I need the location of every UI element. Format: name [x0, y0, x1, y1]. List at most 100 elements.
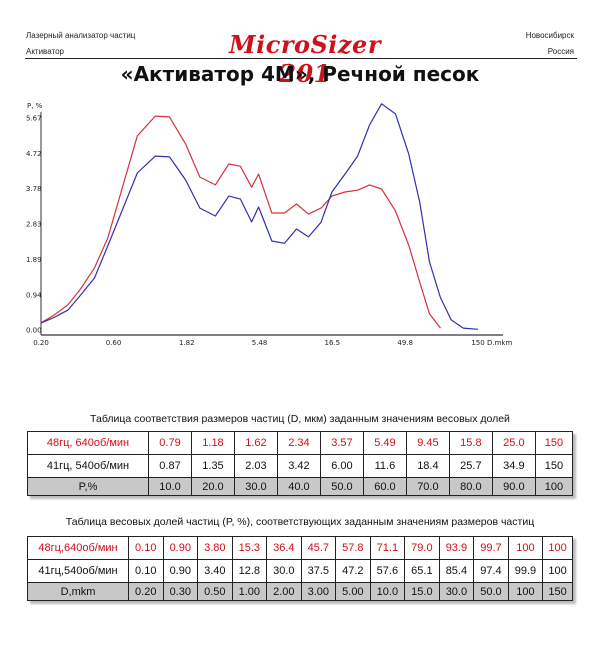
x-tick-label: 0.20	[33, 339, 49, 347]
footer-cell: 2.00	[266, 582, 302, 601]
table-cell: 0.10	[128, 536, 164, 560]
footer-cell: 10.0	[148, 477, 192, 496]
table-row: 41гц,540об/мин 0.10 0.90 3.40 12.8 30.0 37.5 47…	[27, 559, 573, 583]
footer-cell: 30.0	[233, 477, 278, 496]
table-row: 48гц, 640об/мин 0.79 1.18 1.62 2.34 3.57 5.49 9…	[27, 431, 574, 455]
x-tick-label: 16.5	[324, 339, 340, 347]
table-cell: 57.8	[335, 536, 371, 560]
row-label: 41гц,540об/мин	[27, 559, 129, 583]
series-line-red	[40, 115, 441, 329]
table-cell: 150	[534, 454, 574, 478]
footer-cell: 10.0	[369, 582, 406, 601]
table-cell: 30.0	[266, 559, 302, 583]
country-label: Россия	[547, 47, 574, 56]
table-cell: 3.57	[319, 431, 364, 455]
table-cell: 5.49	[362, 431, 407, 455]
table-cell: 97.4	[473, 559, 509, 583]
table-footer-row: P,% 10.0 20.0 30.0 40.0 50.0 60.0 70.0 80.0 90.0 1…	[27, 477, 574, 496]
row-label: 48гц, 640об/мин	[27, 431, 149, 455]
footer-cell: 50.0	[319, 477, 364, 496]
row-label: 48гц,640об/мин	[27, 536, 129, 560]
table-cell: 12.8	[231, 559, 268, 583]
y-tick-label: 0.94	[26, 291, 42, 299]
device-label: Активатор	[26, 47, 64, 56]
y-tick-label: 3.78	[26, 185, 42, 193]
table-row: 48гц,640об/мин 0.10 0.90 3.80 15.3 36.4 45.7 57…	[27, 536, 573, 560]
table-cell: 25.0	[491, 431, 536, 455]
footer-cell: 0.30	[162, 582, 199, 601]
footer-cell: 30.0	[438, 582, 475, 601]
table-cell: 6.00	[319, 454, 364, 478]
footer-label: D,mkm	[27, 582, 129, 601]
table-cell: 79.0	[404, 536, 440, 560]
table-cell: 1.62	[233, 431, 278, 455]
header-right: Новосибирск Россия	[526, 28, 574, 60]
instrument-label: Лазерный анализатор частиц	[26, 31, 136, 40]
table-cell: 99.7	[473, 536, 509, 560]
table-cell: 0.90	[162, 536, 199, 560]
table-cell: 45.7	[300, 536, 337, 560]
footer-cell: 100	[534, 477, 574, 496]
table-cell: 57.6	[369, 559, 406, 583]
footer-cell: 150	[542, 582, 573, 601]
fraction-by-size-table: 48гц,640об/мин 0.10 0.90 3.80 15.3 36.4 45.7 57…	[27, 536, 573, 601]
table-cell: 18.4	[405, 454, 450, 478]
size-by-fraction-table: 48гц, 640об/мин 0.79 1.18 1.62 2.34 3.57 5.49 9…	[27, 431, 574, 496]
table1-caption: Таблица соответствия размеров частиц (D,…	[90, 413, 510, 425]
row-label: 41гц, 540об/мин	[27, 454, 149, 478]
header-left: Лазерный анализатор частиц Активатор	[26, 28, 135, 60]
chart-canvas: 0.00 0.94 1.89 2.83 3.78 4.72 5.67 P, % 0.20 0.60…	[26, 102, 512, 347]
y-tick-label: 1.89	[26, 256, 42, 264]
y-tick-label: 4.72	[26, 150, 42, 158]
table-cell: 1.35	[190, 454, 235, 478]
y-tick-label: 2.83	[26, 221, 42, 229]
table-cell: 71.1	[369, 536, 406, 560]
footer-cell: 0.50	[197, 582, 233, 601]
table-cell: 85.4	[438, 559, 475, 583]
footer-cell: 1.00	[231, 582, 268, 601]
y-tick-label: 0.00	[26, 327, 42, 335]
table-footer-row: D,mkm 0.20 0.30 0.50 1.00 2.00 3.00 5.00 10.0 15.…	[27, 582, 573, 601]
table-cell: 47.2	[335, 559, 371, 583]
page-title: «Активатор 4M», Речной песок	[120, 62, 480, 86]
table-cell: 100	[542, 559, 573, 583]
table-cell: 0.79	[148, 431, 192, 455]
table-cell: 3.80	[197, 536, 233, 560]
table-cell: 2.03	[233, 454, 278, 478]
footer-cell: 15.0	[404, 582, 440, 601]
table-cell: 3.42	[276, 454, 321, 478]
table-cell: 11.6	[362, 454, 407, 478]
footer-cell: 70.0	[405, 477, 450, 496]
table-cell: 36.4	[266, 536, 302, 560]
table-cell: 1.18	[190, 431, 235, 455]
table-cell: 25.7	[448, 454, 493, 478]
footer-cell: 100	[507, 582, 544, 601]
table-cell: 2.34	[276, 431, 321, 455]
x-tick-label: 49.8	[397, 339, 413, 347]
footer-cell: 0.20	[128, 582, 164, 601]
x-axis-title: D.mkm	[487, 339, 512, 347]
distribution-chart: 0.00 0.94 1.89 2.83 3.78 4.72 5.67 P, % 0.20 0.60…	[0, 95, 600, 355]
x-tick-label: 1.82	[179, 339, 195, 347]
footer-cell: 80.0	[448, 477, 493, 496]
table2-caption: Таблица весовых долей частиц (P, %), соо…	[65, 516, 535, 528]
city-label: Новосибирск	[525, 31, 574, 40]
x-tick-label: 0.60	[106, 339, 122, 347]
table-cell: 100	[507, 536, 544, 560]
table-cell: 34.9	[491, 454, 536, 478]
y-tick-label: 5.67	[26, 115, 42, 123]
footer-cell: 50.0	[473, 582, 509, 601]
table-cell: 99.9	[507, 559, 544, 583]
x-tick-label: 150	[471, 339, 484, 347]
y-axis-title: P, %	[27, 102, 43, 110]
table-cell: 0.10	[128, 559, 164, 583]
table-cell: 9.45	[405, 431, 450, 455]
table-cell: 15.3	[231, 536, 268, 560]
table-cell: 93.9	[438, 536, 475, 560]
chart-axes: 0.00 0.94 1.89 2.83 3.78 4.72 5.67 P, % 0.20 0.60…	[26, 102, 512, 347]
footer-cell: 60.0	[362, 477, 407, 496]
table-cell: 3.40	[197, 559, 233, 583]
footer-cell: 3.00	[300, 582, 337, 601]
table-cell: 100	[542, 536, 573, 560]
table-cell: 0.87	[148, 454, 192, 478]
